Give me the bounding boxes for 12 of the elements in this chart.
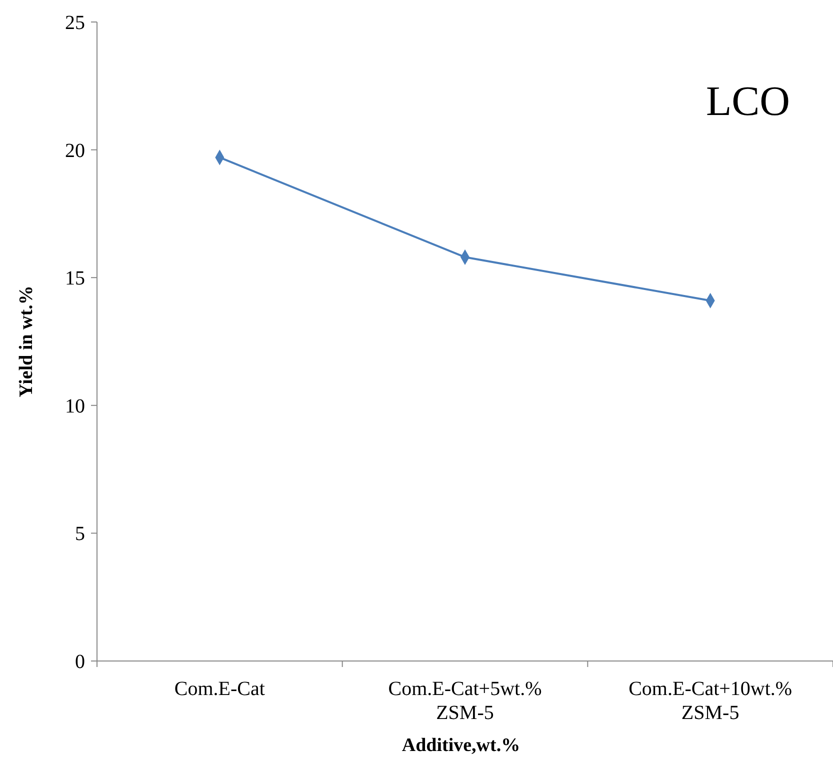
y-tick-label: 20 [65, 140, 85, 162]
y-tick-label: 5 [75, 523, 85, 546]
y-tick-label: 10 [65, 395, 85, 418]
text: LCO [706, 79, 790, 125]
y-axis-title: Yield in wt.% [16, 286, 37, 398]
x-tick-label: Com.E-Cat+5wt.% ZSM-5 [388, 678, 542, 724]
x-tick-label: Com.E-Cat+10wt.% ZSM-5 [628, 678, 792, 724]
x-axis-title: Additive,wt.% [402, 735, 520, 756]
y-tick-label: 0 [75, 651, 85, 673]
x-tick-label: Com.E-Cat [174, 678, 266, 700]
y-tick-label: 25 [65, 12, 85, 34]
y-tick-label: 15 [65, 268, 85, 290]
